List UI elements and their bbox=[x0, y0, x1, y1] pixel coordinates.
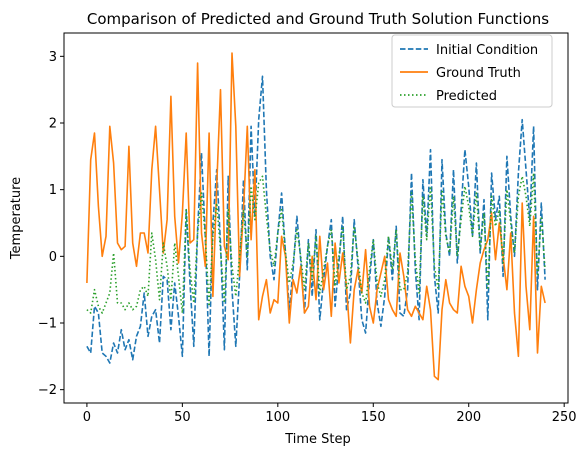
y-tick-label: 0 bbox=[49, 250, 57, 265]
x-tick-label: 100 bbox=[265, 410, 290, 425]
x-tick-label: 150 bbox=[361, 410, 386, 425]
axes-frame bbox=[63, 32, 569, 404]
legend-box bbox=[391, 34, 553, 108]
x-tick-label: 0 bbox=[83, 410, 91, 425]
x-axis-label: Time Step bbox=[284, 432, 351, 447]
legend-label-initial-condition: Initial Condition bbox=[436, 43, 538, 58]
x-tick-label: 200 bbox=[456, 410, 481, 425]
chart-title: Comparison of Predicted and Ground Truth… bbox=[87, 10, 549, 28]
legend: Initial Condition Ground Truth Predicted bbox=[391, 34, 553, 108]
y-tick-label: −2 bbox=[38, 383, 57, 398]
series-line-ground-truth bbox=[86, 52, 546, 381]
x-tick-label: 250 bbox=[552, 410, 577, 425]
y-tick-label: 3 bbox=[49, 50, 57, 65]
series-line-initial-condition bbox=[86, 75, 546, 364]
y-tick-label: 1 bbox=[49, 183, 57, 198]
plot-area bbox=[86, 52, 546, 381]
y-tick-label: 2 bbox=[49, 117, 57, 132]
y-tick-label: −1 bbox=[38, 317, 57, 332]
legend-label-predicted: Predicted bbox=[436, 89, 497, 104]
series-line-predicted bbox=[86, 172, 546, 314]
y-axis-label: Temperature bbox=[9, 177, 24, 260]
legend-label-ground-truth: Ground Truth bbox=[436, 66, 521, 81]
x-axis-ticks: 0 50 100 150 200 250 bbox=[83, 403, 577, 425]
x-tick-label: 50 bbox=[174, 410, 191, 425]
y-axis-ticks: −2 −1 0 1 2 3 bbox=[38, 50, 64, 398]
